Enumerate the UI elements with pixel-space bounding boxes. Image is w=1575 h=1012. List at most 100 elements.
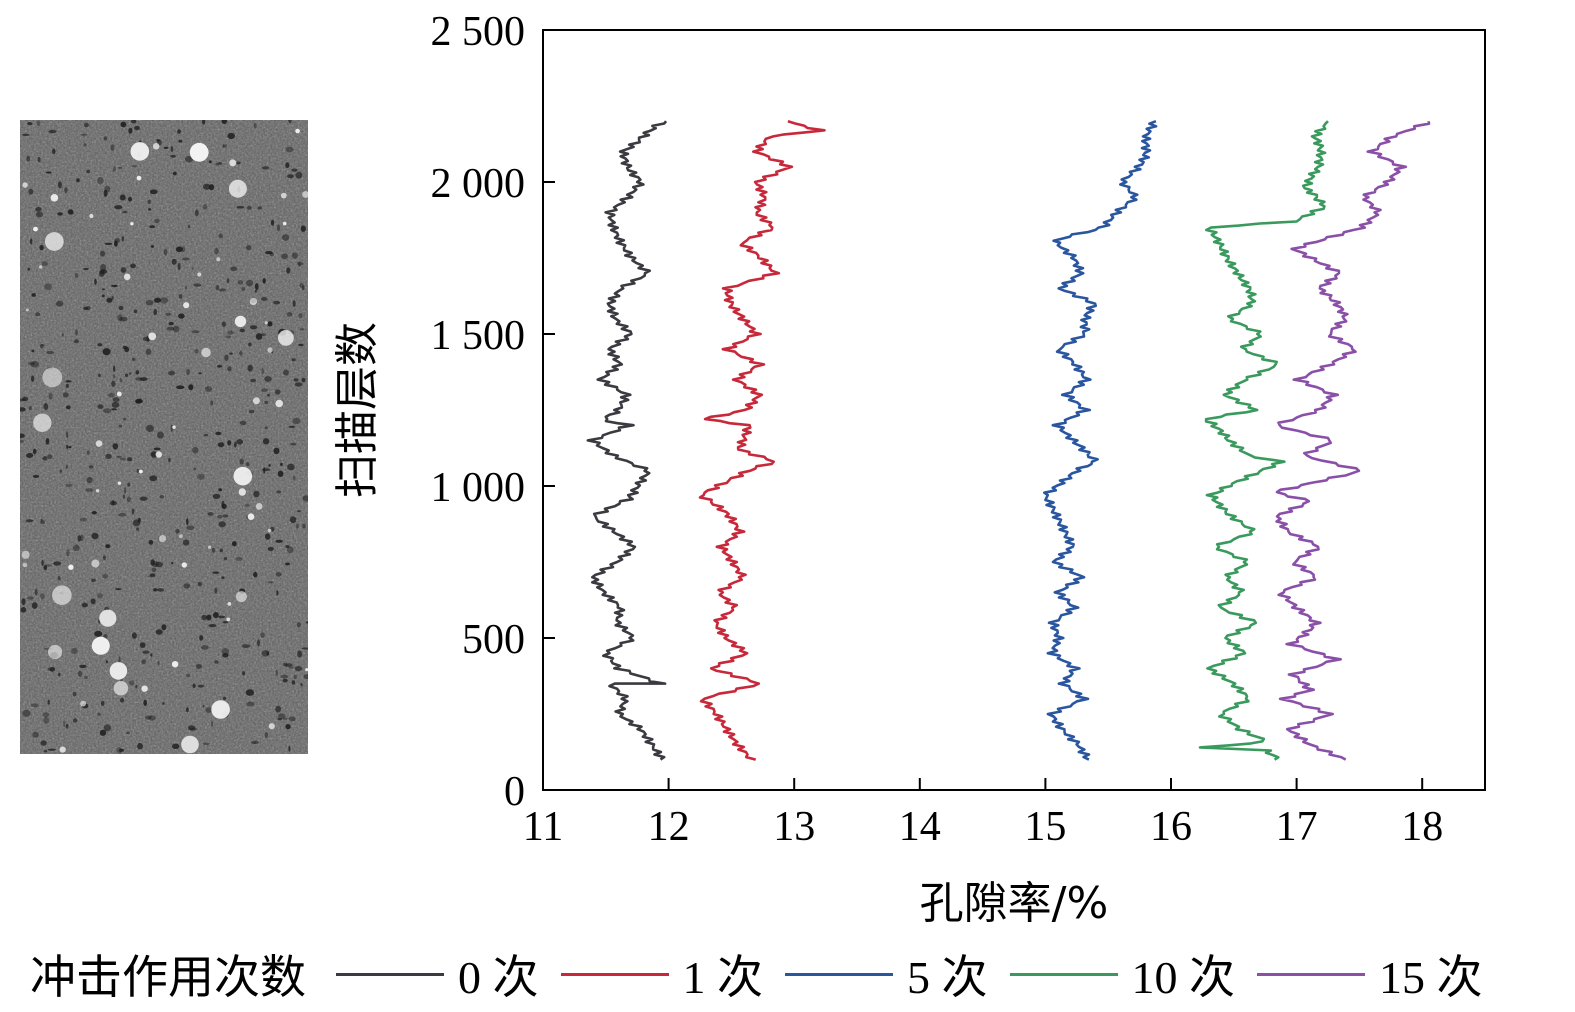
ct-pore [73, 544, 80, 552]
ct-pore [291, 168, 298, 172]
ct-pore [187, 224, 191, 229]
ct-pore [134, 125, 140, 131]
ct-pore [35, 207, 42, 212]
ct-pore [112, 374, 116, 379]
ct-pore [277, 713, 286, 719]
ct-pore [293, 378, 299, 382]
ct-pore [109, 500, 117, 506]
ct-particle [89, 213, 94, 219]
ct-particle [233, 466, 253, 486]
ct-pore [275, 705, 282, 713]
ct-pore [293, 674, 297, 680]
legend-label: 15 次 [1379, 952, 1483, 1003]
ct-pore [31, 703, 39, 708]
ct-pore [77, 535, 82, 542]
ct-pore [274, 389, 281, 395]
ct-pore [136, 527, 139, 531]
ct-pore [245, 462, 250, 467]
ct-pore [111, 380, 116, 387]
ct-pore [58, 672, 61, 677]
ct-pore [161, 624, 167, 631]
ct-pore [225, 335, 232, 339]
ct-pore [113, 166, 116, 172]
ct-particle [95, 440, 103, 447]
x-tick-label: 11 [523, 804, 563, 850]
ct-pore [116, 747, 123, 754]
ct-pore [186, 673, 191, 678]
ct-pore [215, 162, 220, 166]
ct-pore [40, 518, 43, 522]
ct-pore [104, 242, 113, 245]
ct-pore [94, 630, 103, 637]
ct-pore [253, 122, 257, 129]
ct-pore [178, 313, 185, 319]
ct-pore [131, 508, 135, 515]
ct-pore [86, 476, 93, 484]
ct-pore [237, 280, 244, 285]
ct-pore [168, 321, 174, 326]
ct-pore [157, 660, 160, 666]
ct-particle [139, 469, 143, 474]
ct-pore [153, 588, 158, 592]
ct-pore [275, 539, 283, 543]
ct-particle [171, 661, 179, 668]
ct-pore [162, 702, 165, 705]
ct-particle [267, 528, 272, 533]
ct-pore [282, 717, 288, 720]
ct-pore [177, 129, 182, 134]
ct-pore [130, 263, 136, 269]
ct-pore [128, 196, 132, 202]
ct-particle [123, 273, 131, 281]
ct-pore [94, 278, 97, 285]
ct-pore [298, 313, 303, 319]
ct-pore [247, 364, 253, 372]
ct-pore [217, 442, 225, 448]
ct-pore [264, 400, 269, 404]
ct-pore [153, 447, 161, 451]
ct-pore [154, 561, 164, 568]
ct-pore [101, 294, 105, 298]
ct-pore [257, 639, 260, 647]
ct-pore [221, 576, 225, 579]
ct-pore [136, 468, 139, 473]
ct-pore [120, 121, 127, 128]
ct-pore [64, 187, 68, 193]
ct-particle [255, 503, 263, 510]
ct-pore [40, 740, 47, 746]
ct-pore [97, 712, 102, 717]
ct-pore [139, 642, 146, 648]
ct-pore [215, 431, 222, 436]
ct-pore [29, 238, 33, 245]
ct-pore [32, 474, 40, 478]
ct-pore [298, 261, 301, 267]
ct-pore [133, 309, 138, 314]
ct-pore [98, 373, 101, 378]
ct-pore [32, 731, 39, 738]
ct-pore [149, 573, 156, 577]
ct-pore [285, 663, 293, 667]
ct-pore [197, 684, 204, 688]
ct-pore [234, 441, 237, 448]
ct-pore [235, 556, 243, 561]
ct-pore [48, 129, 57, 134]
ct-pore [27, 122, 33, 126]
ct-pore [262, 278, 266, 284]
y-tick-label: 500 [462, 617, 525, 663]
ct-pore [212, 571, 220, 574]
ct-pore [262, 438, 270, 445]
ct-pore [244, 503, 250, 507]
ct-pore [122, 345, 128, 350]
ct-pore [172, 325, 180, 333]
axis-ticks: 11 12 13 14 15 16 17 18 0 500 1 000 1 500 2 000 2 500 [431, 9, 1444, 850]
legend-label: 5 次 [907, 952, 988, 1003]
ct-pore [59, 469, 63, 473]
ct-pore [231, 541, 237, 547]
ct-pore [261, 166, 270, 170]
ct-pore [202, 742, 210, 745]
ct-pore [207, 512, 214, 516]
ct-pore [127, 457, 133, 462]
ct-pore [236, 206, 245, 209]
ct-pore [177, 262, 181, 271]
ct-particle [208, 545, 212, 549]
legend-swatch [336, 972, 444, 976]
